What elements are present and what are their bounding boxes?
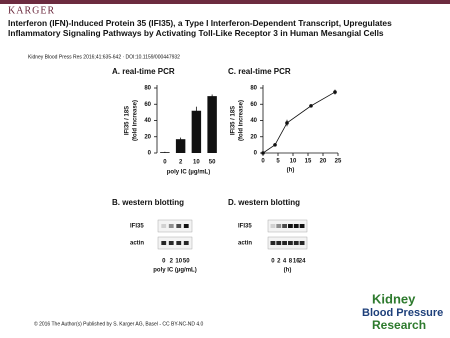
x-axis-label: poly IC (µg/mL)	[167, 170, 210, 176]
lane-label: 0	[271, 259, 275, 265]
journal-word: Research	[372, 318, 426, 332]
point	[285, 121, 289, 125]
y-axis-label: (fold increase)	[133, 100, 139, 141]
citation: Kidney Blood Press Res 2016;41:635-642 ·…	[28, 54, 180, 60]
blot-band	[183, 241, 189, 245]
footer: © 2016 The Author(s) Published by S. Kar…	[34, 320, 204, 327]
blot-strip	[157, 219, 193, 233]
x-tick-label: 0	[163, 160, 167, 166]
lane-label: 24	[299, 259, 306, 265]
lane-label: 4	[283, 259, 287, 265]
blot-band	[176, 241, 182, 245]
blot-band	[183, 224, 189, 228]
bar	[191, 110, 202, 153]
lane-label: 50	[183, 259, 190, 265]
y-tick-label: 60	[250, 102, 257, 108]
blot-x-label: poly IC (µg/mL)	[153, 268, 196, 274]
blot-band	[293, 224, 299, 228]
x-tick-label: 10	[290, 159, 297, 165]
lane-label: 16	[293, 259, 300, 265]
lane-label: 2	[277, 259, 281, 265]
y-axis-label: IFI35 / 18S	[231, 106, 237, 135]
blot-band	[276, 241, 282, 245]
x-tick-label: 10	[193, 160, 200, 166]
logo: KARGER	[8, 5, 55, 16]
y-axis-label: IFI35 / 18S	[125, 106, 131, 135]
journal-word: Blood Pressure	[362, 307, 443, 319]
blot-band	[161, 241, 167, 245]
x-tick-label: 2	[179, 160, 183, 166]
blot-row-label: IFI35	[130, 224, 144, 230]
slide-title: Interferon (IFN)-Induced Protein 35 (IFI…	[8, 18, 392, 38]
y-tick-label: 40	[144, 118, 151, 124]
blot-band	[161, 224, 167, 228]
panel-title: A. real-time PCR	[112, 67, 175, 76]
blot-band	[270, 224, 276, 228]
lane-label: 2	[170, 259, 174, 265]
blot-band	[270, 241, 276, 245]
blot-band	[276, 224, 282, 228]
blot-row-label: actin	[130, 241, 144, 247]
blot-band	[176, 224, 182, 228]
lane-label: 8	[289, 259, 293, 265]
point	[273, 143, 277, 147]
blot-band	[168, 241, 174, 245]
blot-row-label: IFI35	[238, 224, 252, 230]
y-tick-label: 80	[250, 86, 257, 92]
lane-label: 10	[175, 259, 182, 265]
y-tick-label: 0	[254, 151, 258, 157]
bar	[175, 139, 186, 153]
x-tick-label: 50	[209, 160, 216, 166]
y-tick-label: 60	[144, 102, 151, 108]
x-tick-label: 5	[276, 159, 280, 165]
y-tick-label: 20	[250, 134, 257, 140]
journal-word: Kidney	[372, 291, 416, 306]
y-axis-label: (fold increase)	[239, 100, 245, 141]
y-tick-label: 40	[250, 118, 257, 124]
x-tick-label: 15	[305, 159, 312, 165]
point	[261, 151, 265, 155]
blot-band	[168, 224, 174, 228]
blot-band	[288, 224, 293, 228]
blot-band	[282, 224, 287, 228]
blot-band	[282, 241, 287, 245]
point	[309, 104, 313, 108]
blot-band	[288, 241, 293, 245]
blot-band	[299, 224, 305, 228]
bar	[207, 96, 217, 153]
y-tick-label: 20	[144, 134, 151, 140]
blot-row-label: actin	[238, 241, 252, 247]
x-axis-label: (h)	[287, 168, 295, 174]
y-tick-label: 80	[144, 86, 151, 92]
blot-band	[293, 241, 299, 245]
lane-label: 0	[162, 259, 166, 265]
blot-strip	[267, 236, 308, 250]
panel-title: B. western blotting	[112, 198, 184, 207]
x-tick-label: 20	[320, 159, 327, 165]
panel-title: C. real-time PCR	[228, 67, 291, 76]
x-tick-label: 0	[261, 159, 265, 165]
point	[333, 90, 337, 94]
x-tick-label: 25	[335, 159, 342, 165]
blot-band	[299, 241, 305, 245]
y-tick-label: 0	[148, 151, 152, 157]
blot-strip	[157, 236, 193, 250]
panel-title: D. western blotting	[228, 198, 300, 207]
top-band	[0, 0, 450, 4]
blot-strip	[267, 219, 308, 233]
blot-x-label: (h)	[284, 268, 292, 274]
